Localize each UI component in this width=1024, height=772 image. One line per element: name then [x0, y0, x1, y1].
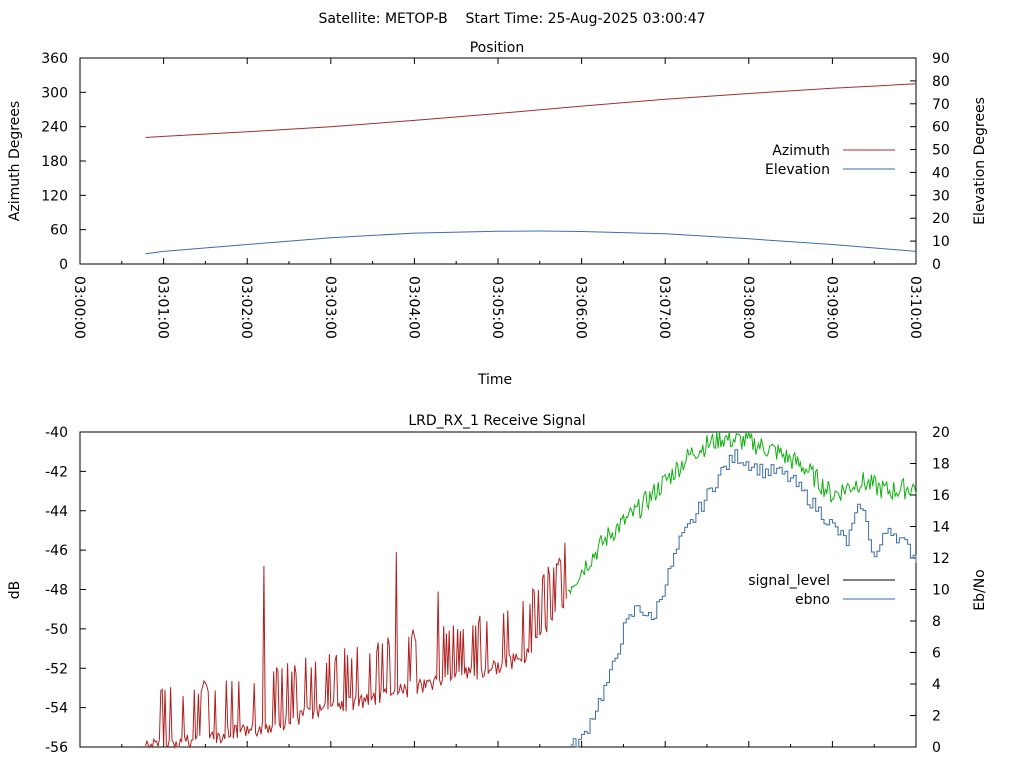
signal-y2-axis-label: Eb/No	[972, 569, 988, 611]
signal-y2-tick-label: 16	[932, 488, 950, 504]
position-x-tick-label: 03:04:00	[405, 276, 421, 339]
position-x-tick-label: 03:07:00	[656, 276, 672, 339]
legend-ebno-label: ebno	[795, 592, 830, 608]
position-plot-area	[79, 57, 917, 265]
signal-y2-tick-label: 0	[932, 740, 941, 756]
signal-chart: LRD_RX_1 Receive Signal -56-54-52-50-48-…	[7, 413, 988, 756]
legend-signal-level-label: signal_level	[748, 573, 830, 589]
signal-y-tick-label: -54	[45, 701, 68, 717]
signal-y2-tick-label: 14	[932, 520, 950, 536]
position-x-tick-label: 03:05:00	[489, 276, 505, 339]
position-y2-axis-label: Elevation Degrees	[972, 97, 988, 225]
signal-y2-tick-label: 6	[932, 646, 941, 662]
position-x-tick-label: 03:09:00	[823, 276, 839, 339]
signal-y2-axis: 0 2 4 6 8 10 12 14 16 18 20	[910, 425, 950, 756]
signal-y-tick-label: -48	[45, 583, 68, 599]
ebno-line	[570, 449, 917, 748]
signal-y-axis-label: dB	[7, 581, 23, 600]
signal-legend: signal_level ebno	[730, 568, 902, 608]
legend-elevation-label: Elevation	[765, 162, 830, 178]
signal-series	[145, 431, 917, 749]
signal-y-tick-label: -42	[45, 464, 68, 480]
position-series	[145, 83, 917, 255]
signal-x-axis	[79, 741, 917, 747]
position-x-tick-label: 03:08:00	[740, 276, 756, 339]
position-y2-tick-label: 50	[932, 143, 950, 159]
position-y-tick-label: 240	[41, 120, 68, 136]
signal-y2-tick-label: 4	[932, 677, 941, 693]
signal-y2-tick-label: 12	[932, 551, 950, 567]
signal-y-axis: -56 -54 -52 -50 -48 -46 -44 -42 -40	[45, 425, 86, 756]
position-y2-tick-label: 30	[932, 188, 950, 204]
position-y2-tick-label: 10	[932, 234, 950, 250]
signal-y-tick-label: -46	[45, 543, 68, 559]
signal-y2-tick-label: 10	[932, 583, 950, 599]
position-y-tick-label: 180	[41, 154, 68, 170]
signal-y2-tick-label: 18	[932, 457, 950, 473]
position-y-tick-label: 120	[41, 188, 68, 204]
position-y2-tick-label: 20	[932, 211, 950, 227]
position-y2-tick-label: 70	[932, 97, 950, 113]
position-chart-title: Position	[470, 40, 525, 56]
signal-y-tick-label: -44	[45, 504, 68, 520]
position-x-tick-label: 03:03:00	[322, 276, 338, 339]
position-y-tick-label: 0	[59, 257, 68, 273]
position-y2-tick-label: 40	[932, 165, 950, 181]
signal-level-line-low	[145, 542, 567, 749]
position-y2-tick-label: 60	[932, 120, 950, 136]
position-y-axis-label: Azimuth Degrees	[7, 101, 23, 221]
signal-y2-tick-label: 20	[932, 425, 950, 441]
position-y-axis: 0 60 120 180 240 300 360	[41, 51, 86, 273]
azimuth-line	[145, 83, 917, 138]
position-chart: Position 0 60 120 180 240 300 360 0 10 20 30 40 50 6…	[7, 40, 988, 388]
signal-y2-tick-label: 8	[932, 614, 941, 630]
signal-y2-tick-label: 2	[932, 709, 941, 725]
position-x-tick-label: 03:10:00	[907, 276, 923, 339]
position-y2-tick-label: 0	[932, 257, 941, 273]
signal-y-tick-label: -56	[45, 740, 68, 756]
figure-title: Satellite: METOP-B Start Time: 25-Aug-20…	[318, 11, 705, 27]
position-x-tick-label: 03:02:00	[238, 276, 254, 339]
legend-background	[730, 568, 902, 608]
position-x-tick-label: 03:06:00	[573, 276, 589, 339]
position-y2-tick-label: 90	[932, 51, 950, 67]
position-legend: Azimuth Elevation	[765, 143, 895, 178]
position-y2-axis: 0 10 20 30 40 50 60 70 80 90	[910, 51, 950, 273]
position-y2-tick-label: 80	[932, 74, 950, 90]
position-y-tick-label: 60	[50, 223, 68, 239]
position-x-axis-label: Time	[477, 372, 512, 388]
position-x-tick-label: 03:00:00	[71, 276, 87, 339]
signal-level-line-high	[567, 431, 917, 595]
signal-y-tick-label: -52	[45, 661, 68, 677]
elevation-line	[145, 230, 917, 255]
position-x-axis: 03:00:00 03:01:00 03:02:00 03:03:00 03:04:00…	[71, 58, 923, 339]
position-x-tick-label: 03:01:00	[155, 276, 171, 339]
position-y-tick-label: 360	[41, 51, 68, 67]
signal-y-tick-label: -50	[45, 622, 68, 638]
signal-chart-title: LRD_RX_1 Receive Signal	[408, 413, 585, 429]
position-y-tick-label: 300	[41, 85, 68, 101]
legend-azimuth-label: Azimuth	[772, 143, 830, 159]
signal-y-tick-label: -40	[45, 425, 68, 441]
